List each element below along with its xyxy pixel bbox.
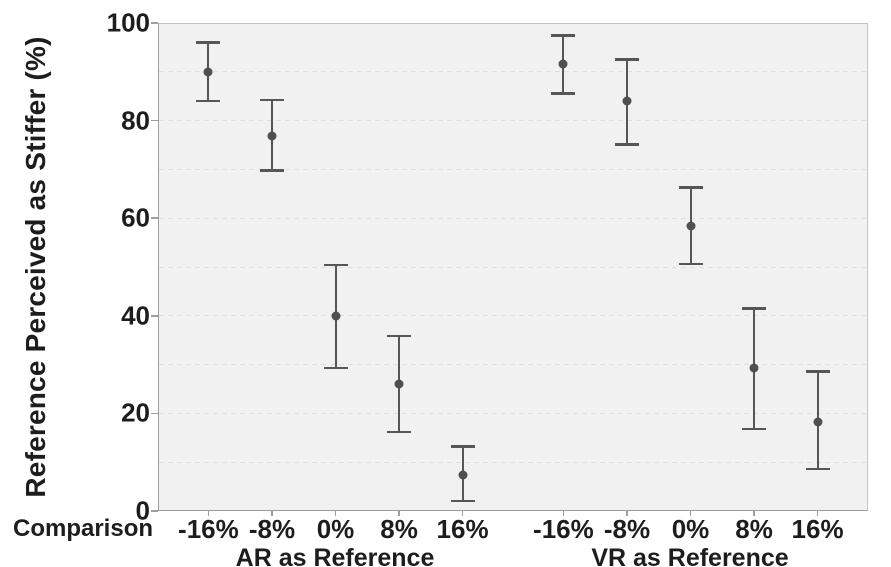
y-gridline <box>159 217 867 219</box>
y-tick-label: 100 <box>106 7 150 38</box>
error-bar-cap-top <box>323 263 348 267</box>
data-point <box>749 363 759 373</box>
y-gridline <box>159 168 867 170</box>
y-gridline <box>159 315 867 317</box>
error-bar-cap-top <box>805 370 830 373</box>
y-tick-label: 80 <box>121 105 150 136</box>
x-tick-label: -8% <box>248 514 296 544</box>
x-tick-label: -8% <box>603 514 651 544</box>
y-tick-label: 40 <box>121 300 150 331</box>
plot-area <box>158 23 868 511</box>
x-tick-label: 16% <box>436 514 489 544</box>
error-bar-cap-top <box>450 445 475 448</box>
x-tick-label: 16% <box>791 514 844 544</box>
error-bar-cap-bottom <box>323 366 348 370</box>
error-bar-cap-top <box>259 98 284 102</box>
error-bar-cap-bottom <box>614 143 639 146</box>
data-point <box>813 417 823 427</box>
x-tick-mark <box>689 511 692 516</box>
data-point <box>458 470 468 480</box>
y-gridline <box>159 266 867 268</box>
data-point <box>622 96 632 106</box>
data-point <box>267 131 277 141</box>
error-bar-cap-bottom <box>450 499 475 503</box>
data-point <box>331 311 340 321</box>
x-tick-mark <box>271 511 273 516</box>
error-bar-cap-top <box>387 334 412 338</box>
y-tick-label: 0 <box>135 495 150 526</box>
x-tick-mark <box>562 511 565 516</box>
y-tick-mark <box>151 510 158 512</box>
error-bar-cap-top <box>551 34 576 37</box>
y-gridline <box>159 461 867 463</box>
y-tick-label: 60 <box>121 202 150 233</box>
error-bar-cap-bottom <box>387 430 412 434</box>
error-bar-cap-top <box>742 307 767 310</box>
error-bar-cap-bottom <box>742 427 767 431</box>
y-axis-title: Reference Perceived as Stiffer (%) <box>20 36 51 498</box>
error-bar-cap-bottom <box>805 467 830 471</box>
data-point <box>394 379 404 389</box>
x-tick-mark <box>461 511 464 516</box>
error-bar-cap-top <box>614 58 639 61</box>
x-tick-label: 8% <box>380 514 418 544</box>
x-tick-label: 0% <box>316 514 355 544</box>
x-tick-label: -16% <box>533 514 594 544</box>
y-tick-label: 20 <box>121 397 150 428</box>
data-point <box>203 67 213 77</box>
x-tick-mark <box>753 511 755 516</box>
y-tick-mark <box>151 217 158 219</box>
x-axis-title: Comparison <box>13 515 154 542</box>
group-label-ar: AR as Reference <box>235 544 435 567</box>
y-tick-mark <box>151 119 158 122</box>
x-tick-mark <box>398 511 400 516</box>
data-point <box>686 221 695 231</box>
group-label-vr: VR as Reference <box>591 544 789 567</box>
y-tick-mark <box>151 22 158 24</box>
x-tick-mark <box>334 511 337 516</box>
x-tick-label: 0% <box>671 514 710 544</box>
x-tick-mark <box>626 511 628 516</box>
y-gridline <box>159 412 867 414</box>
y-gridline <box>159 364 867 366</box>
y-gridline <box>159 71 867 73</box>
x-tick-label: 8% <box>735 514 773 544</box>
error-bar-cap-top <box>678 186 703 189</box>
y-tick-mark <box>151 412 158 415</box>
error-bar-cap-bottom <box>678 262 703 266</box>
data-point <box>558 59 568 69</box>
x-tick-label: -16% <box>178 514 239 544</box>
error-bar-cap-bottom <box>196 99 221 103</box>
y-tick-mark <box>151 315 158 317</box>
y-gridline <box>159 120 867 122</box>
error-bar-cap-bottom <box>259 169 284 172</box>
error-bar-cap-bottom <box>551 92 576 95</box>
x-tick-mark <box>207 511 210 516</box>
error-bar-cap-top <box>196 41 221 44</box>
x-tick-mark <box>816 511 819 516</box>
